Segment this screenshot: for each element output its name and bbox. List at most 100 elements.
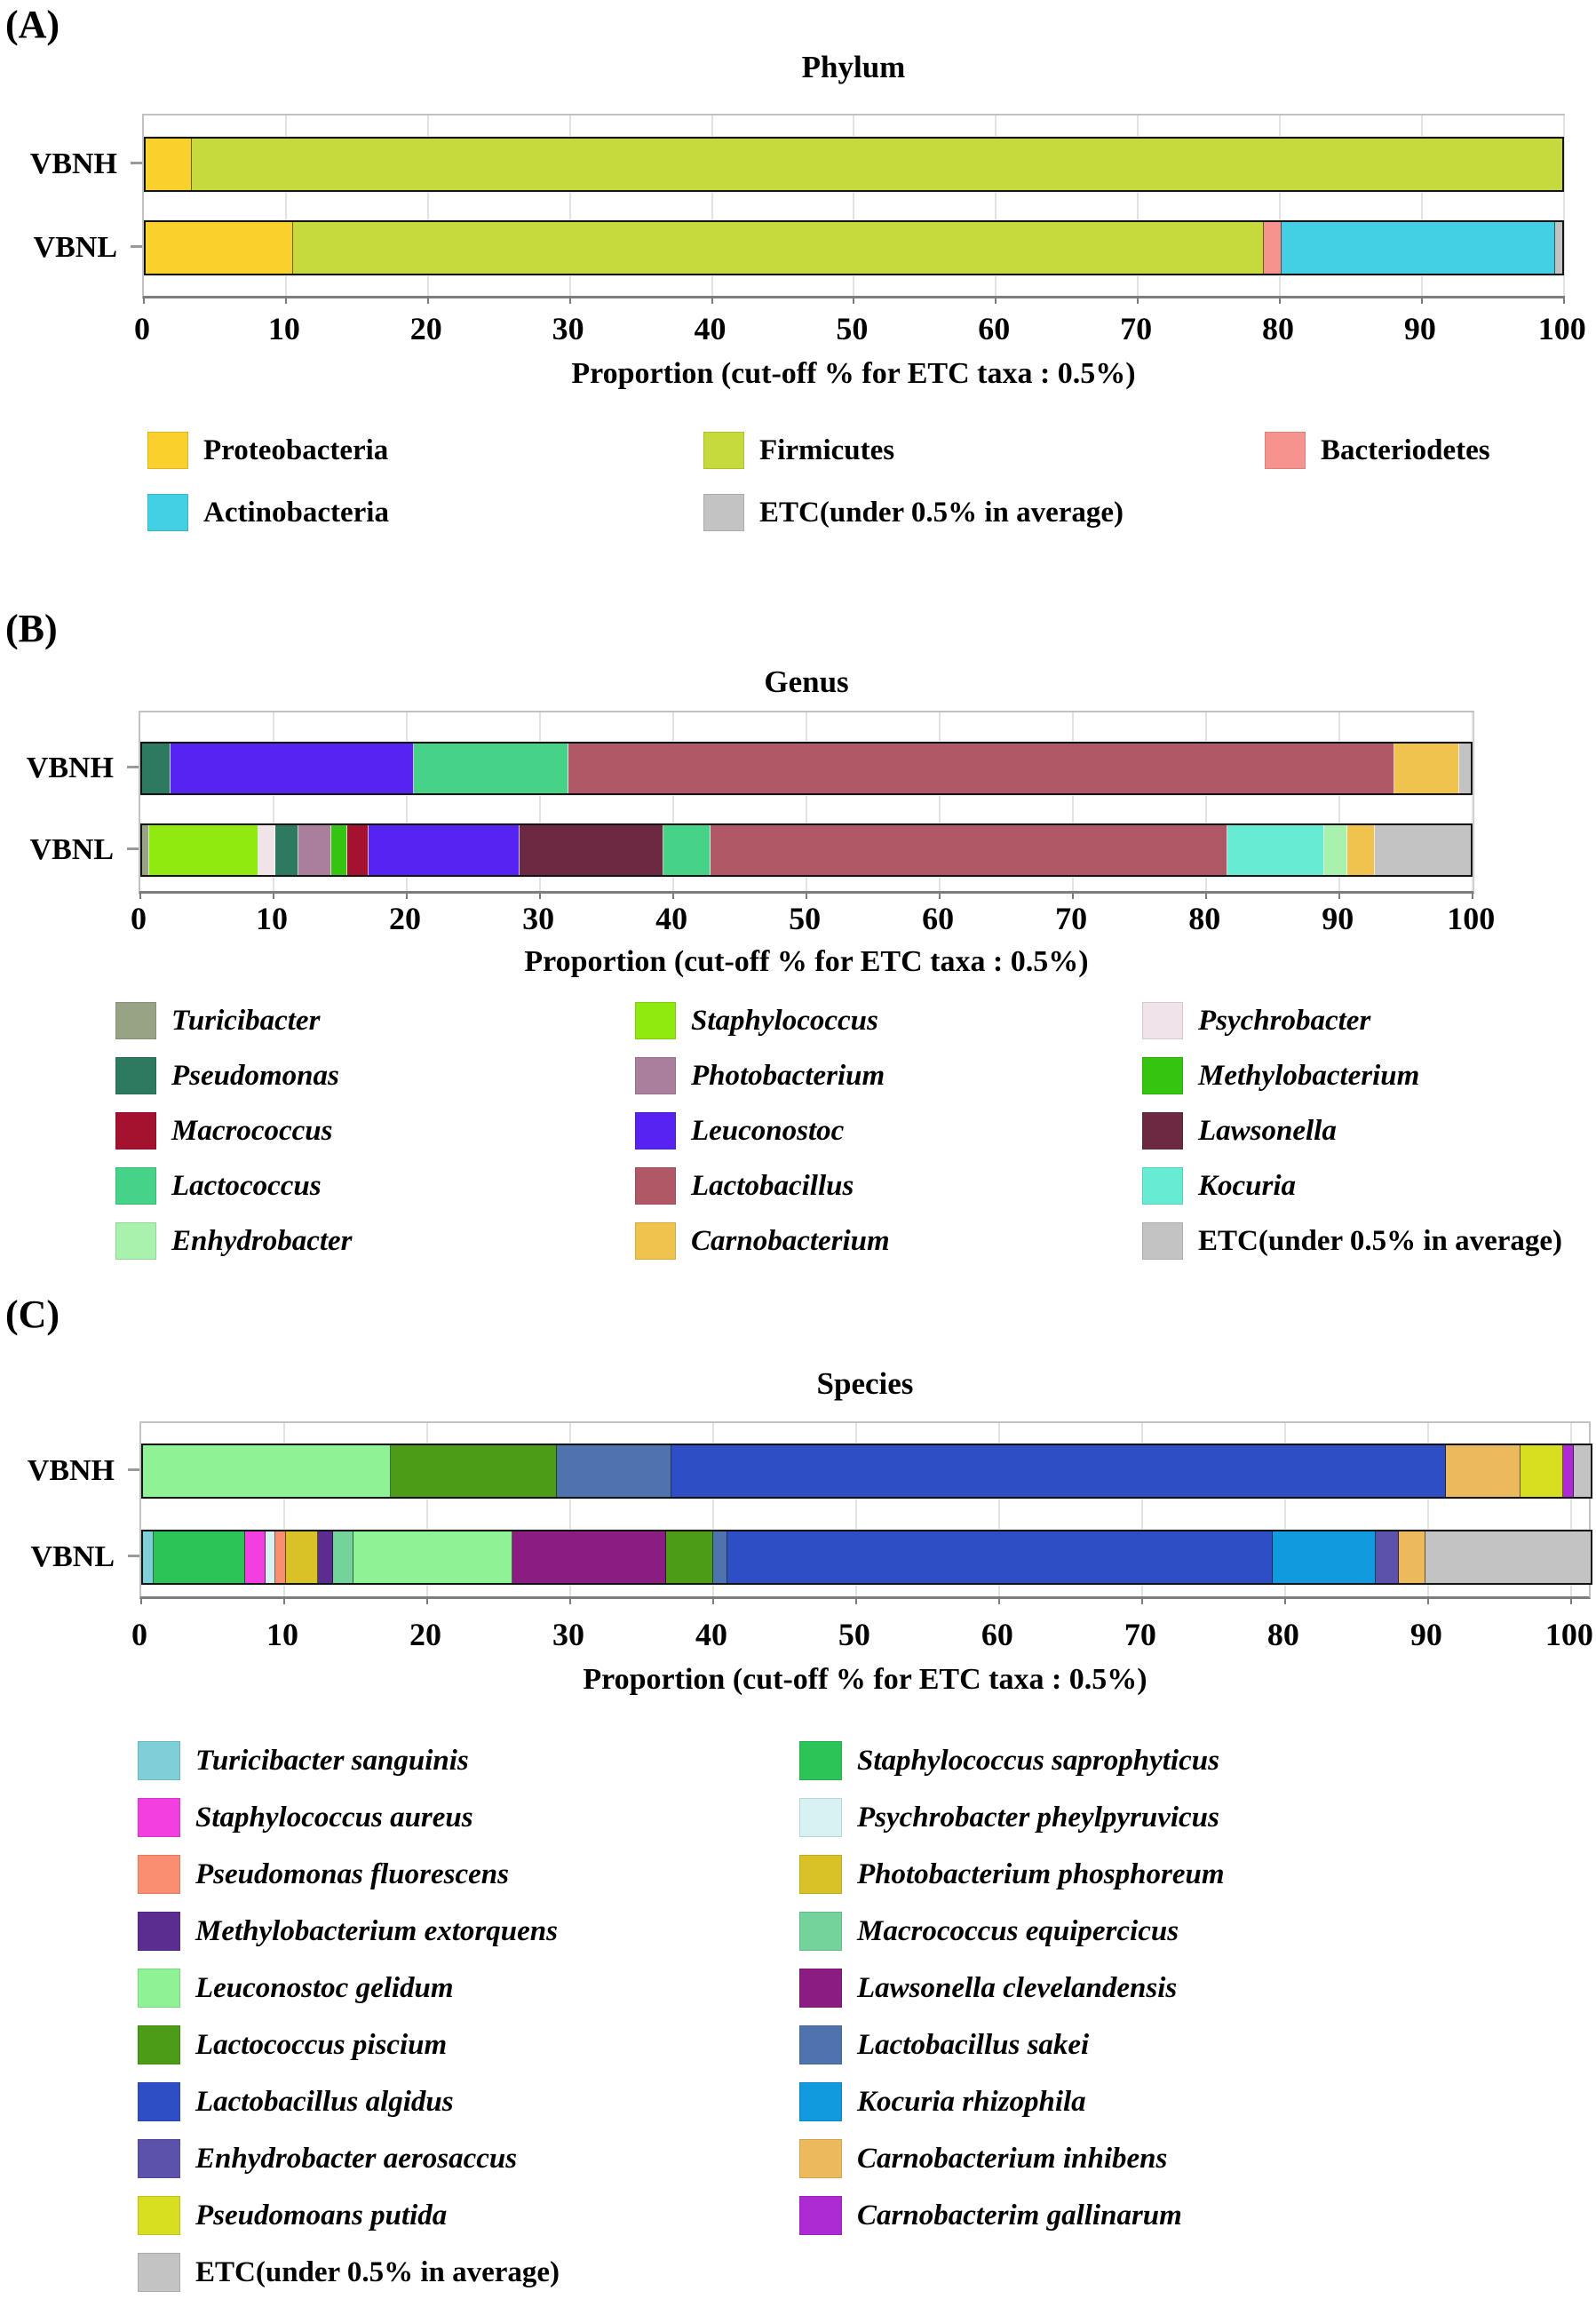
x-tick-mark: [282, 1596, 285, 1604]
x-tick-mark: [711, 296, 713, 304]
x-tick-mark: [140, 1596, 142, 1604]
legend-item-actinobacteria: Actinobacteria: [147, 494, 389, 531]
x-tick-label-70: 70: [1120, 311, 1153, 346]
x-tick-label-80: 80: [1188, 901, 1221, 936]
x-tick-label-40: 40: [695, 1617, 727, 1652]
bar-vbnl: [140, 823, 1473, 877]
legend-swatch-lactobacillus-sakei: [799, 2025, 842, 2064]
legend-swatch-kocuria: [1142, 1167, 1183, 1205]
legend-swatch-psychrobacter-pheylpyruvicus: [799, 1798, 842, 1837]
gridline: [1140, 1423, 1143, 1596]
legend-label-lawsonella: Lawsonella: [1198, 1114, 1337, 1147]
segment-carnobacterium: [1394, 744, 1459, 793]
x-tick-mark: [995, 296, 997, 304]
segment-pseudomonas-fluorescens: [274, 1531, 286, 1583]
legend-label-actinobacteria: Actinobacteria: [203, 496, 389, 529]
horizontal-gridline: [144, 192, 1563, 193]
legend-swatch-turicibacter: [115, 1002, 156, 1039]
legend-swatch-lawsonella-clevelandensis: [799, 1969, 842, 2008]
legend-item-proteobacteria: Proteobacteria: [147, 432, 388, 469]
y-tick-mark: [131, 245, 142, 248]
segment-kocuria-rhizophila: [1273, 1531, 1376, 1583]
segment-etc-under-0-5-in-average: [1458, 744, 1472, 793]
gridline: [539, 712, 542, 891]
legend-swatch-staphylococcus: [635, 1002, 676, 1039]
y-tick-mark: [131, 162, 142, 164]
x-tick-label-60: 60: [981, 1617, 1013, 1652]
legend-swatch-staphylococcus-saprophyticus: [799, 1741, 842, 1780]
legend-swatch-carnobacterium-inhibens: [799, 2139, 842, 2178]
legend-item-leuconostoc-gelidum: Leuconostoc gelidum: [138, 1969, 454, 2008]
x-tick-label-20: 20: [409, 1617, 441, 1652]
segment-photobacterium-phosphoreum: [285, 1531, 318, 1583]
legend-label-pseudomonas-fluorescens: Pseudomonas fluorescens: [195, 1857, 509, 1890]
segment-proteobacteria: [146, 222, 294, 274]
legend-label-psychrobacter: Psychrobacter: [1198, 1004, 1371, 1037]
legend-item-staphylococcus: Staphylococcus: [635, 1002, 878, 1039]
legend-label-lactococcus-piscium: Lactococcus piscium: [195, 2028, 448, 2061]
x-tick-mark: [711, 1596, 714, 1604]
gridline: [1569, 1423, 1572, 1596]
legend-item-lawsonella-clevelandensis: Lawsonella clevelandensis: [799, 1969, 1177, 2008]
legend-swatch-pseudomonas: [115, 1057, 156, 1094]
legend-label-firmicutes: Firmicutes: [759, 434, 895, 466]
legend-item-turicibacter-sanguinis: Turicibacter sanguinis: [138, 1741, 469, 1780]
legend-swatch-enhydrobacter: [115, 1222, 156, 1260]
horizontal-gridline: [144, 136, 1563, 137]
x-tick-label-70: 70: [1124, 1617, 1156, 1652]
chart-title-phylum: Phylum: [801, 50, 906, 84]
row-label-vbnl: VBNL: [33, 231, 117, 264]
x-tick-label-90: 90: [1409, 1617, 1442, 1652]
legend-item-etc-under-0-5-in-average: ETC(under 0.5% in average): [138, 2253, 560, 2292]
x-tick-label-20: 20: [389, 901, 422, 936]
horizontal-gridline: [141, 1499, 1589, 1500]
segment-leuconostoc: [368, 825, 520, 875]
legend-swatch-firmicutes: [703, 432, 744, 469]
x-tick-label-90: 90: [1403, 311, 1436, 346]
legend-label-psychrobacter-pheylpyruvicus: Psychrobacter pheylpyruvicus: [857, 1801, 1219, 1834]
x-tick-mark: [425, 1596, 428, 1604]
x-tick-mark: [997, 1596, 1000, 1604]
segment-firmicutes: [192, 139, 1562, 190]
x-tick-label-80: 80: [1266, 1617, 1299, 1652]
gridline: [1562, 115, 1565, 296]
horizontal-gridline: [141, 1443, 1589, 1444]
bar-vbnl: [141, 1530, 1592, 1585]
legend-swatch-lactococcus-piscium: [138, 2025, 180, 2064]
x-tick-mark: [1562, 296, 1565, 304]
segment-pseudomonas: [274, 825, 298, 875]
legend-label-staphylococcus: Staphylococcus: [691, 1004, 878, 1037]
legend-item-lactobacillus-sakei: Lactobacillus sakei: [799, 2025, 1089, 2064]
legend-item-pseudomonas: Pseudomonas: [115, 1057, 339, 1094]
legend-label-methylobacterium: Methylobacterium: [1198, 1059, 1420, 1092]
legend-item-staphylococcus-aureus: Staphylococcus aureus: [138, 1798, 473, 1837]
x-tick-mark: [1279, 296, 1282, 304]
x-tick-label-10: 10: [267, 311, 300, 346]
legend-label-pseudomoans-putida: Pseudomoans putida: [195, 2199, 448, 2231]
legend-label-carnobacterim-gallinarum: Carnobacterim gallinarum: [857, 2199, 1182, 2231]
gridline: [568, 1423, 571, 1596]
segment-lactobacillus: [568, 744, 1395, 793]
x-tick-label-70: 70: [1055, 901, 1088, 936]
row-label-vbnl: VBNL: [30, 1540, 115, 1573]
legend-swatch-leuconostoc-gelidum: [138, 1969, 180, 2008]
row-label-vbnh: VBNH: [27, 1454, 115, 1487]
legend-item-enhydrobacter: Enhydrobacter: [115, 1222, 353, 1260]
legend-label-photobacterium-phosphoreum: Photobacterium phosphoreum: [857, 1857, 1225, 1890]
x-tick-label-0: 0: [131, 901, 147, 936]
legend-item-etc-under-0-5-in-average: ETC(under 0.5% in average): [1142, 1222, 1562, 1260]
legend-swatch-actinobacteria: [147, 494, 188, 531]
legend-swatch-macrococcus-equipercicus: [799, 1912, 842, 1951]
gridline: [1338, 712, 1341, 891]
horizontal-gridline: [141, 1529, 1589, 1530]
x-tick-mark: [672, 891, 675, 899]
x-tick-mark: [406, 891, 409, 899]
legend-swatch-carnobacterim-gallinarum: [799, 2196, 842, 2235]
x-tick-label-80: 80: [1262, 311, 1295, 346]
legend-swatch-enhydrobacter-aerosaccus: [138, 2139, 180, 2178]
gridline: [1205, 712, 1208, 891]
segment-macrococcus: [347, 825, 369, 875]
legend-item-enhydrobacter-aerosaccus: Enhydrobacter aerosaccus: [138, 2139, 517, 2178]
legend-item-photobacterium: Photobacterium: [635, 1057, 885, 1094]
plot-area-genus: [139, 711, 1474, 899]
